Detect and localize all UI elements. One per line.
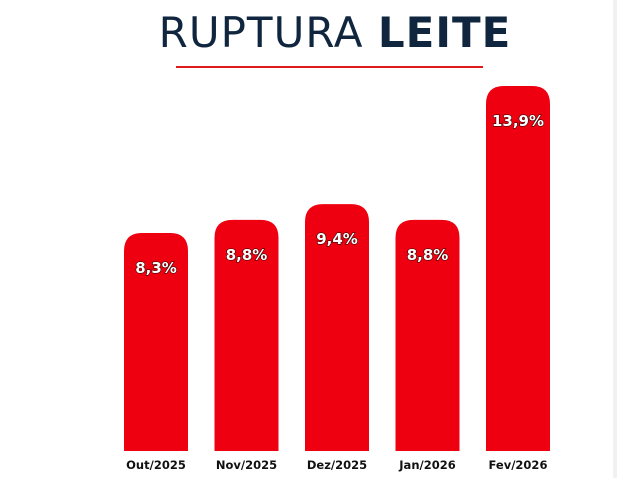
category-label: Fev/2026 [489,458,548,472]
bar-nov-2025 [214,219,279,451]
title-bold: LEITE [377,8,512,57]
bar-out-2025 [124,233,188,451]
bar-fev-2026 [486,86,550,451]
bar-dez-2025 [305,204,369,451]
page-edge [613,0,617,478]
category-label: Out/2025 [126,458,186,472]
category-label: Jan/2026 [398,458,455,472]
chart-title: RUPTURA LEITE [0,8,617,57]
bar-value-label: 13,9% [492,112,544,130]
title-underline [176,66,483,68]
title-light: RUPTURA [158,8,364,57]
category-label: Nov/2025 [216,458,277,472]
category-label: Dez/2025 [307,458,367,472]
bar-jan-2026 [395,219,460,451]
bar-value-label: 9,4% [316,230,358,248]
bar-value-label: 8,8% [407,246,449,264]
bar-value-label: 8,3% [135,259,177,277]
bar-value-label: 8,8% [226,246,268,264]
